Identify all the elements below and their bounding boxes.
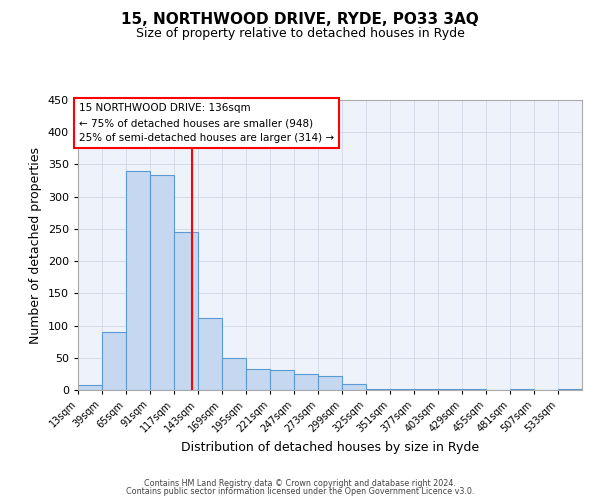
Bar bbox=[198, 318, 222, 390]
Text: Size of property relative to detached houses in Ryde: Size of property relative to detached ho… bbox=[136, 28, 464, 40]
Bar bbox=[246, 370, 270, 390]
Bar bbox=[270, 370, 294, 390]
Bar bbox=[342, 384, 366, 390]
Y-axis label: Number of detached properties: Number of detached properties bbox=[29, 146, 42, 344]
Bar bbox=[222, 358, 246, 390]
Bar bbox=[366, 388, 390, 390]
Text: 15 NORTHWOOD DRIVE: 136sqm
← 75% of detached houses are smaller (948)
25% of sem: 15 NORTHWOOD DRIVE: 136sqm ← 75% of deta… bbox=[79, 103, 334, 143]
Bar bbox=[318, 376, 342, 390]
Bar bbox=[174, 232, 198, 390]
Bar bbox=[294, 374, 318, 390]
Bar bbox=[126, 171, 150, 390]
Text: Contains public sector information licensed under the Open Government Licence v3: Contains public sector information licen… bbox=[126, 487, 474, 496]
Bar bbox=[150, 176, 174, 390]
Bar bbox=[78, 386, 102, 390]
Bar bbox=[102, 332, 126, 390]
Text: 15, NORTHWOOD DRIVE, RYDE, PO33 3AQ: 15, NORTHWOOD DRIVE, RYDE, PO33 3AQ bbox=[121, 12, 479, 28]
Text: Contains HM Land Registry data © Crown copyright and database right 2024.: Contains HM Land Registry data © Crown c… bbox=[144, 478, 456, 488]
X-axis label: Distribution of detached houses by size in Ryde: Distribution of detached houses by size … bbox=[181, 441, 479, 454]
